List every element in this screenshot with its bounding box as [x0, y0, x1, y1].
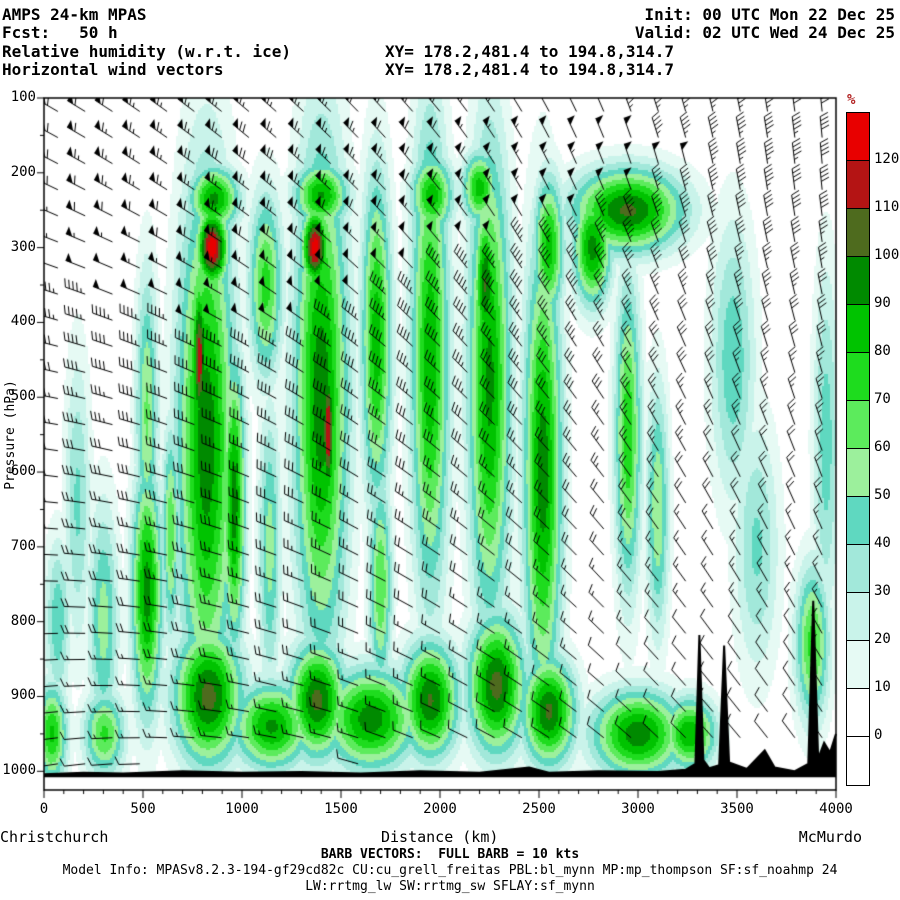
- colorbar-tick-label: 40: [874, 535, 891, 551]
- colorbar-tick-label: 30: [874, 583, 891, 599]
- x-tick-label: 1000: [225, 801, 259, 817]
- y-tick-label: 500: [10, 388, 36, 405]
- colorbar-tick-label: 100: [874, 247, 900, 263]
- y-tick-label: 1000: [2, 762, 36, 779]
- colorbar-tick-label: 120: [874, 151, 900, 167]
- x-tick-label: 2000: [423, 801, 457, 817]
- christchurch-label: Christchurch: [0, 828, 109, 846]
- y-tick-label: 200: [10, 163, 36, 180]
- y-tick-label: 600: [10, 463, 36, 480]
- init-time: Init: 00 UTC Mon 22 Dec 25: [644, 5, 895, 24]
- colorbar-tick-label: 10: [874, 679, 891, 695]
- barb-legend: BARB VECTORS: FULL BARB = 10 kts: [320, 847, 580, 862]
- x-tick-label: 4000: [819, 801, 853, 817]
- colorbar-tick-label: 90: [874, 295, 891, 311]
- x-tick-label: 3500: [720, 801, 754, 817]
- mcmurdo-label: McMurdo: [798, 828, 862, 846]
- colorbar-segment: [847, 449, 869, 497]
- distance-axis-title: Distance (km): [381, 828, 499, 846]
- x-tick-label: 2500: [522, 801, 556, 817]
- model-info-line-2: LW:rrtmg_lw SW:rrtmg_sw SFLAY:sf_mynn: [305, 879, 595, 894]
- y-tick-label: 100: [10, 89, 36, 105]
- y-tick-label: 300: [10, 238, 36, 255]
- colorbar-segment: [847, 257, 869, 305]
- colorbar-segment: [847, 641, 869, 689]
- x-tick-label: 3000: [621, 801, 655, 817]
- colorbar-segment: [847, 497, 869, 545]
- colorbar-tick-label: 80: [874, 343, 891, 359]
- x-tick-label: 500: [130, 801, 156, 817]
- colorbar-tick-label: 60: [874, 439, 891, 455]
- colorbar-segment: [847, 545, 869, 593]
- colorbar-segment: [847, 593, 869, 641]
- x-tick-label: 1500: [324, 801, 358, 817]
- colorbar-segment: [847, 113, 869, 161]
- colorbar: [846, 112, 870, 786]
- colorbar-tick-label: 0: [874, 727, 883, 743]
- cross-section-plot: [30, 90, 846, 806]
- forecast-hour: Fcst: 50 h: [2, 23, 118, 42]
- x-tick-label: 0: [39, 801, 49, 817]
- vectors-label: Horizontal wind vectors: [2, 60, 224, 79]
- colorbar-unit-label: %: [847, 92, 856, 108]
- colorbar-segment: [847, 305, 869, 353]
- colorbar-segment: [847, 401, 869, 449]
- colorbar-segment: [847, 737, 869, 785]
- y-tick-label: 700: [10, 537, 36, 554]
- valid-time: Valid: 02 UTC Wed 24 Dec 25: [634, 23, 895, 42]
- colorbar-segment: [847, 689, 869, 737]
- colorbar-tick-label: 20: [874, 631, 891, 647]
- xy-range-2: XY= 178.2,481.4 to 194.8,314.7: [385, 60, 674, 79]
- field-label: Relative humidity (w.r.t. ice): [2, 42, 291, 61]
- colorbar-segment: [847, 161, 869, 209]
- xy-range-1: XY= 178.2,481.4 to 194.8,314.7: [385, 42, 674, 61]
- model-title: AMPS 24-km MPAS: [2, 5, 147, 24]
- colorbar-tick-label: 70: [874, 391, 891, 407]
- colorbar-tick-label: 50: [874, 487, 891, 503]
- colorbar-segment: [847, 209, 869, 257]
- y-tick-label: 900: [10, 687, 36, 704]
- model-info-line-1: Model Info: MPASv8.2.3-194-gf29cd82c CU:…: [62, 863, 838, 878]
- y-tick-label: 400: [10, 313, 36, 330]
- colorbar-tick-label: 110: [874, 199, 900, 215]
- y-tick-label: 800: [10, 612, 36, 629]
- colorbar-segment: [847, 353, 869, 401]
